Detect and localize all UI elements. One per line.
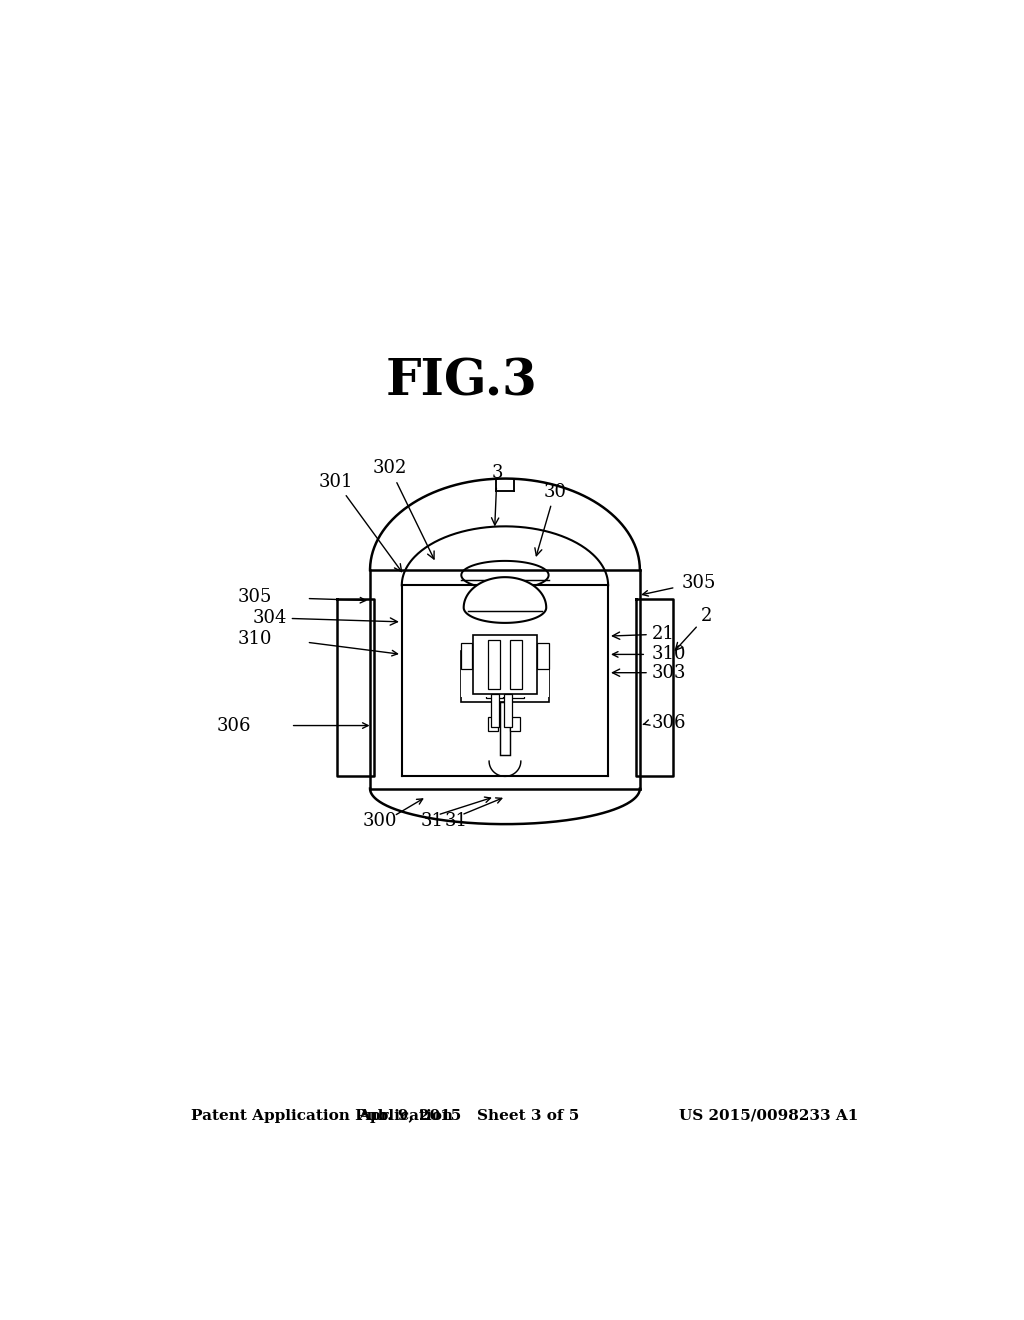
Text: 21: 21 — [612, 626, 675, 643]
Text: 300: 300 — [364, 812, 397, 830]
Text: 306: 306 — [216, 717, 251, 734]
Bar — [510, 640, 522, 689]
Bar — [507, 656, 524, 698]
Bar — [486, 656, 503, 698]
Polygon shape — [337, 598, 374, 776]
Bar — [454, 647, 557, 708]
Bar — [492, 694, 500, 726]
Text: 310: 310 — [238, 630, 272, 648]
Polygon shape — [462, 561, 549, 589]
Bar — [487, 718, 499, 731]
Bar — [538, 643, 550, 669]
Text: 30: 30 — [535, 483, 566, 556]
Polygon shape — [401, 527, 608, 585]
Bar — [401, 585, 608, 776]
Bar — [473, 635, 537, 694]
Text: 304: 304 — [252, 609, 397, 627]
Bar — [461, 643, 472, 669]
Text: 306: 306 — [652, 714, 686, 731]
Text: US 2015/0098233 A1: US 2015/0098233 A1 — [679, 1109, 858, 1123]
Text: 302: 302 — [373, 459, 434, 560]
Polygon shape — [464, 577, 546, 623]
Bar — [461, 651, 549, 702]
Text: 310: 310 — [652, 645, 686, 664]
Text: 301: 301 — [318, 473, 401, 572]
Text: 305: 305 — [682, 574, 717, 593]
Text: 31: 31 — [421, 812, 443, 830]
Text: 31: 31 — [444, 812, 467, 830]
Text: FIG.3: FIG.3 — [385, 358, 538, 407]
Text: 303: 303 — [612, 664, 686, 681]
Bar — [510, 718, 520, 731]
Bar — [487, 640, 500, 689]
Polygon shape — [370, 788, 640, 824]
Text: Patent Application Publication: Patent Application Publication — [191, 1109, 454, 1123]
Bar — [504, 694, 512, 726]
Polygon shape — [636, 598, 673, 776]
Text: 2: 2 — [675, 607, 713, 651]
Text: Apr. 9, 2015   Sheet 3 of 5: Apr. 9, 2015 Sheet 3 of 5 — [358, 1109, 580, 1123]
Bar — [461, 634, 549, 697]
Text: 305: 305 — [238, 589, 272, 606]
Text: 3: 3 — [492, 465, 503, 525]
Bar — [500, 702, 510, 755]
Polygon shape — [370, 479, 640, 570]
Polygon shape — [370, 570, 640, 788]
Bar — [486, 702, 523, 755]
